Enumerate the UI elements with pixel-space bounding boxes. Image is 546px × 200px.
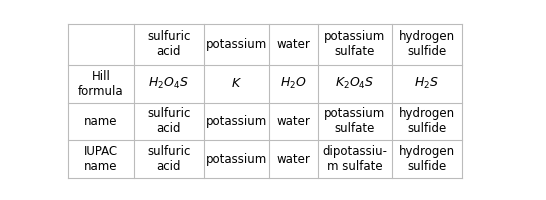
- Text: $K$: $K$: [231, 77, 242, 90]
- Text: sulfuric
acid: sulfuric acid: [147, 30, 191, 58]
- Text: hydrogen
sulfide: hydrogen sulfide: [399, 107, 455, 135]
- Text: IUPAC
name: IUPAC name: [84, 145, 118, 173]
- Text: $H_{2}S$: $H_{2}S$: [414, 76, 440, 91]
- Text: potassium: potassium: [206, 38, 267, 51]
- Text: potassium: potassium: [206, 115, 267, 128]
- Text: name: name: [84, 115, 118, 128]
- Text: water: water: [277, 115, 311, 128]
- Text: sulfuric
acid: sulfuric acid: [147, 145, 191, 173]
- Text: potassium
sulfate: potassium sulfate: [324, 30, 385, 58]
- Text: hydrogen
sulfide: hydrogen sulfide: [399, 30, 455, 58]
- Text: Hill
formula: Hill formula: [78, 70, 124, 98]
- Text: $H_{2}O$: $H_{2}O$: [280, 76, 307, 91]
- Text: water: water: [277, 153, 311, 166]
- Text: sulfuric
acid: sulfuric acid: [147, 107, 191, 135]
- Text: water: water: [277, 38, 311, 51]
- Text: $H_{2}O_{4}S$: $H_{2}O_{4}S$: [149, 76, 189, 91]
- Text: potassium: potassium: [206, 153, 267, 166]
- Text: $K_{2}O_{4}S$: $K_{2}O_{4}S$: [335, 76, 375, 91]
- Text: hydrogen
sulfide: hydrogen sulfide: [399, 145, 455, 173]
- Text: potassium
sulfate: potassium sulfate: [324, 107, 385, 135]
- Text: dipotassiu-
m sulfate: dipotassiu- m sulfate: [323, 145, 388, 173]
